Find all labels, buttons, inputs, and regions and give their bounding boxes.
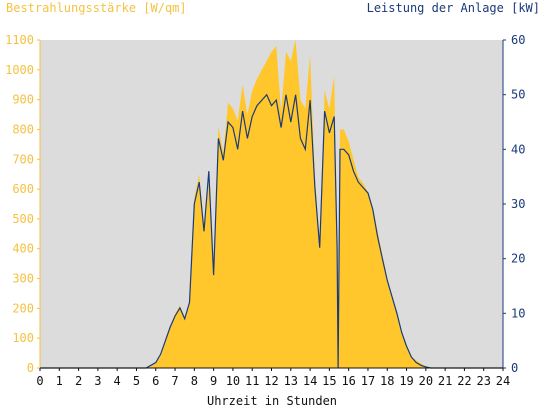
axis-layer: 0100200300400500600700800900100011000102… <box>5 33 525 388</box>
left-tick-label: 0 <box>27 361 34 375</box>
left-tick-label: 300 <box>12 272 34 286</box>
power-line <box>40 93 503 369</box>
x-tick-label: 14 <box>303 374 317 388</box>
right-tick-label: 40 <box>511 142 525 156</box>
x-tick-label: 21 <box>438 374 452 388</box>
left-tick-label: 700 <box>12 152 34 166</box>
x-tick-label: 1 <box>56 374 63 388</box>
x-tick-label: 4 <box>114 374 121 388</box>
left-tick-label: 900 <box>12 93 34 107</box>
x-tick-label: 13 <box>284 374 298 388</box>
x-tick-label: 9 <box>210 374 217 388</box>
left-axis-title: Bestrahlungsstärke [W/qm] <box>6 1 187 15</box>
x-tick-label: 6 <box>152 374 159 388</box>
x-tick-label: 5 <box>133 374 140 388</box>
x-tick-label: 0 <box>36 374 43 388</box>
x-tick-label: 12 <box>264 374 278 388</box>
right-tick-label: 60 <box>511 33 525 47</box>
right-tick-label: 20 <box>511 252 525 266</box>
x-tick-label: 19 <box>399 374 413 388</box>
x-tick-label: 22 <box>457 374 471 388</box>
x-tick-label: 8 <box>191 374 198 388</box>
x-tick-label: 16 <box>341 374 355 388</box>
right-axis-title: Leistung der Anlage [kW] <box>366 1 540 15</box>
x-tick-label: 24 <box>496 374 510 388</box>
left-tick-label: 800 <box>12 122 34 136</box>
left-tick-label: 200 <box>12 301 34 315</box>
x-tick-label: 15 <box>322 374 336 388</box>
x-tick-label: 11 <box>245 374 259 388</box>
right-tick-label: 0 <box>511 361 518 375</box>
right-tick-label: 50 <box>511 88 525 102</box>
left-tick-label: 1100 <box>5 33 34 47</box>
right-tick-label: 30 <box>511 197 525 211</box>
x-tick-label: 17 <box>361 374 375 388</box>
left-tick-label: 1000 <box>5 63 34 77</box>
x-tick-label: 2 <box>75 374 82 388</box>
x-tick-label: 10 <box>226 374 240 388</box>
irradiance-area <box>40 40 503 368</box>
series-layer <box>40 40 503 369</box>
right-tick-label: 10 <box>511 306 525 320</box>
left-tick-label: 100 <box>12 331 34 345</box>
x-tick-label: 18 <box>380 374 394 388</box>
left-tick-label: 400 <box>12 242 34 256</box>
x-tick-label: 3 <box>94 374 101 388</box>
x-axis-title: Uhrzeit in Stunden <box>206 394 338 408</box>
left-tick-label: 500 <box>12 212 34 226</box>
x-tick-label: 23 <box>476 374 490 388</box>
x-tick-label: 7 <box>171 374 178 388</box>
left-tick-label: 600 <box>12 182 34 196</box>
x-tick-label: 20 <box>419 374 433 388</box>
